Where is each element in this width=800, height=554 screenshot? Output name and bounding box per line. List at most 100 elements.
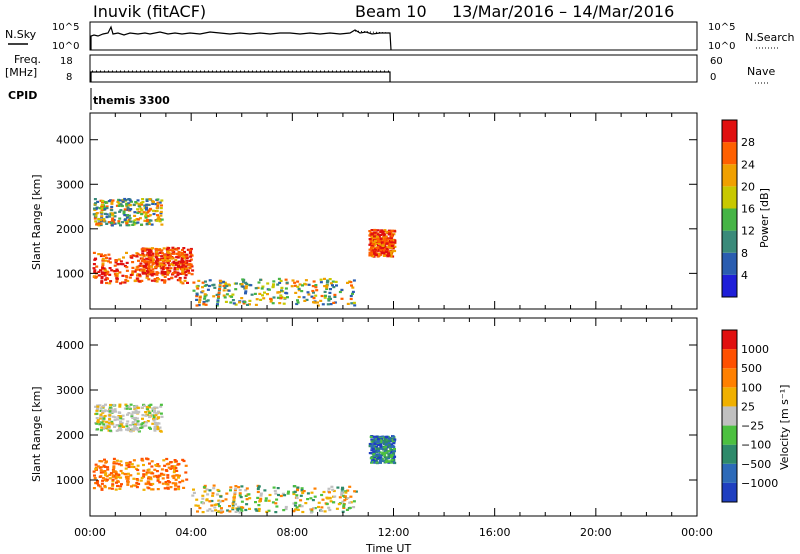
heatmap-cell (160, 473, 164, 476)
heatmap-cell (291, 279, 295, 282)
heatmap-cell (125, 462, 129, 465)
heatmap-cell (353, 304, 357, 307)
x-tick-label: 16:00 (479, 526, 511, 539)
heatmap-cell (183, 250, 186, 254)
heatmap-cell (100, 488, 104, 491)
heatmap-cell (389, 233, 393, 236)
heatmap-cell (239, 508, 243, 511)
heatmap-cell (184, 471, 188, 474)
heatmap-cell (139, 426, 143, 429)
heatmap-cell (329, 282, 333, 285)
heatmap-cell (384, 448, 388, 451)
heatmap-cell (101, 477, 105, 480)
heatmap-cell (317, 501, 321, 504)
heatmap-cell (159, 262, 163, 265)
heatmap-cell (105, 205, 109, 208)
heatmap-cell (136, 406, 140, 409)
heatmap-cell (386, 249, 390, 252)
heatmap-cell (236, 507, 240, 511)
heatmap-cell (259, 298, 263, 301)
heatmap-cell (389, 246, 393, 249)
heatmap-cell (329, 500, 333, 503)
heatmap-cell (201, 511, 205, 514)
heatmap-cell (388, 438, 392, 441)
heatmap-cell (244, 508, 248, 512)
heatmap-cell (107, 253, 111, 256)
heatmap-cell (279, 494, 283, 498)
heatmap-cell (279, 294, 283, 297)
heatmap-cell (166, 273, 170, 276)
heatmap-cell (147, 254, 151, 257)
heatmap-cell (163, 272, 167, 276)
heatmap-cell (152, 212, 156, 216)
heatmap-cell (238, 301, 241, 304)
heatmap-cell (346, 281, 349, 284)
heatmap-cell (231, 504, 235, 507)
heatmap-cell (114, 410, 117, 413)
heatmap-cell (178, 278, 182, 281)
heatmap-cell (108, 221, 112, 224)
heatmap-cell (110, 202, 114, 205)
heatmap-cell (97, 270, 101, 273)
heatmap-cell (267, 288, 271, 291)
heatmap-cell (181, 479, 185, 482)
heatmap-cell (220, 507, 223, 510)
heatmap-cell (390, 241, 394, 244)
x-axis-label: Time UT (365, 542, 411, 554)
heatmap-cell (341, 510, 345, 513)
heatmap-cell (108, 261, 112, 264)
heatmap-cell (130, 485, 133, 488)
heatmap-cell (224, 283, 228, 286)
colorbar-swatch (722, 444, 737, 464)
heatmap-cell (387, 252, 391, 255)
heatmap-cell (177, 476, 180, 479)
heatmap-cell (129, 220, 132, 223)
heatmap-cell (387, 455, 391, 458)
heatmap-cell (171, 475, 175, 478)
heatmap-cell (349, 501, 353, 504)
heatmap-cell (298, 283, 302, 286)
heatmap-cell (371, 458, 375, 461)
heatmap-cell (254, 508, 258, 511)
velocity-data-layer (92, 403, 397, 514)
heatmap-cell (146, 270, 149, 273)
heatmap-cell (137, 482, 141, 486)
heatmap-cell (153, 423, 157, 426)
heatmap-cell (155, 423, 159, 426)
heatmap-cell (262, 297, 266, 300)
heatmap-cell (113, 416, 117, 419)
heatmap-cell (369, 248, 373, 251)
heatmap-cell (369, 240, 373, 243)
heatmap-cell (236, 509, 240, 512)
heatmap-cell (163, 264, 167, 267)
heatmap-cell (149, 219, 153, 222)
heatmap-cell (203, 293, 207, 296)
heatmap-cell (149, 427, 152, 430)
heatmap-cell (124, 467, 128, 470)
heatmap-cell (102, 470, 106, 473)
heatmap-cell (155, 470, 159, 473)
heatmap-cell (314, 286, 318, 289)
heatmap-cell (247, 493, 251, 496)
heatmap-cell (279, 279, 283, 282)
heatmap-cell (387, 453, 391, 456)
heatmap-cell (381, 244, 385, 247)
heatmap-cell (278, 302, 282, 305)
heatmap-cell (377, 237, 380, 240)
heatmap-cell (116, 424, 120, 427)
heatmap-cell (115, 481, 118, 484)
heatmap-cell (144, 424, 148, 427)
heatmap-cell (158, 426, 162, 429)
heatmap-cell (160, 263, 164, 266)
heatmap-cell (136, 252, 140, 256)
heatmap-cell (176, 256, 180, 259)
heatmap-cell (135, 417, 139, 420)
heatmap-cell (104, 460, 108, 463)
heatmap-cell (111, 480, 115, 483)
heatmap-cell (108, 267, 112, 270)
heatmap-cell (156, 202, 160, 205)
heatmap-cell (188, 251, 192, 254)
velocity-colorbar-label: Velocity [m s⁻¹] (778, 385, 791, 470)
heatmap-cell (303, 299, 307, 302)
heatmap-cell (147, 268, 151, 271)
